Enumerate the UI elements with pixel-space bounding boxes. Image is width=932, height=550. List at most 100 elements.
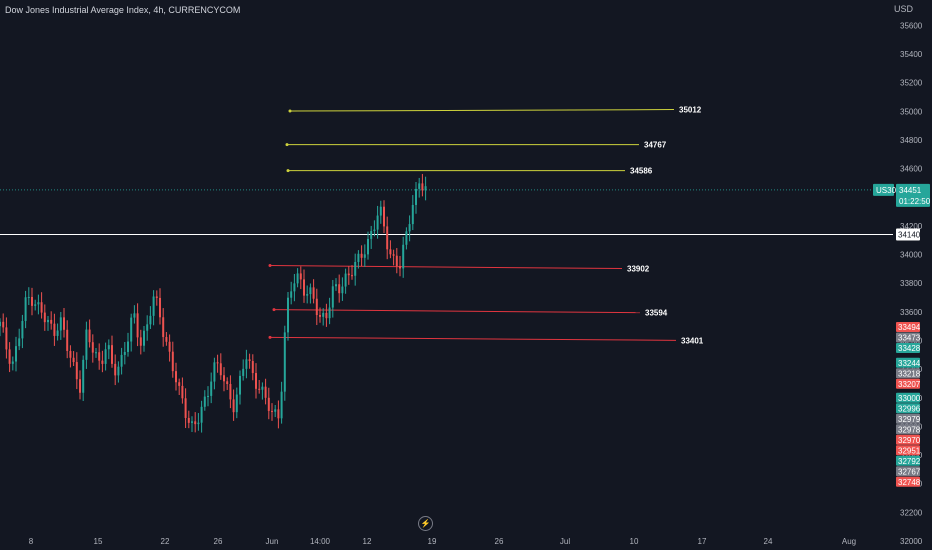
candle-body [264, 386, 267, 398]
x-tick-label: 22 [161, 537, 170, 546]
support-line [269, 336, 677, 341]
candle-body [178, 382, 181, 386]
candle-body [299, 273, 302, 280]
candle-body [200, 406, 203, 423]
candle-body [21, 320, 24, 339]
candle-body [216, 362, 219, 364]
candle-body [175, 371, 177, 383]
candle-body [117, 366, 120, 376]
level-badge-label: 32979 [898, 415, 921, 424]
candle-body [149, 315, 152, 325]
currency-label: USD [893, 4, 913, 14]
candle-body [312, 287, 315, 299]
y-tick-label: 32600 [900, 451, 923, 460]
candle-body [242, 368, 245, 376]
candle-body [267, 397, 270, 411]
candle-body [146, 324, 149, 331]
level-badge-label: 33000 [898, 394, 921, 403]
x-tick-label: 26 [495, 537, 504, 546]
resistance-label: 34767 [644, 141, 667, 150]
level-badge-label: 33494 [898, 323, 921, 332]
candle-body [248, 359, 251, 362]
candle-body [421, 183, 424, 191]
candle-body [232, 399, 235, 413]
candle-body [91, 342, 94, 353]
level-badge [896, 368, 920, 379]
x-tick-label: 17 [698, 537, 707, 546]
level-badge-label: 32996 [898, 404, 921, 413]
candle-body [251, 361, 254, 374]
candle-body [162, 317, 165, 338]
candle-body [354, 261, 357, 276]
level-badge [896, 413, 920, 424]
candle-body [239, 375, 241, 395]
candle-body [411, 204, 414, 225]
candle-body [315, 298, 318, 316]
candle-body [34, 304, 37, 306]
level-badge [896, 378, 920, 389]
support-line-anchor [268, 335, 272, 339]
candle-body [155, 296, 158, 298]
candle-body [37, 302, 40, 305]
level-badge-label: 32970 [898, 436, 921, 445]
x-tick-label: Jul [560, 537, 570, 546]
candle-body [395, 255, 398, 267]
candle-body [363, 254, 366, 258]
y-tick-label: 35200 [900, 79, 923, 88]
candle-body [322, 312, 325, 317]
candle-body [245, 359, 248, 369]
level-badge-label: 32767 [898, 467, 921, 476]
candle-body [88, 329, 91, 343]
candle-body [357, 253, 360, 262]
symbol-badge-label: US30 [876, 186, 897, 195]
candle-body [40, 302, 43, 313]
support-label: 33594 [645, 309, 668, 318]
candle-body [408, 224, 411, 232]
candle-body [114, 363, 117, 376]
x-tick-label: 24 [764, 537, 773, 546]
candle-body [203, 396, 206, 407]
level-badge-label: 32792 [898, 457, 921, 466]
candle-body [111, 345, 113, 364]
candle-body [367, 238, 369, 255]
candle-body [296, 273, 299, 284]
candle-body [347, 273, 350, 276]
candle-body [258, 388, 261, 390]
support-line-anchor [268, 264, 272, 268]
candle-body [383, 206, 385, 227]
candle-body [59, 317, 62, 331]
level-badge-label: 33218 [898, 369, 921, 378]
x-tick-label: 26 [214, 537, 223, 546]
chart-title: Dow Jones Industrial Average Index, 4h, … [5, 5, 241, 15]
x-tick-label: 12 [363, 537, 372, 546]
candle-body [8, 349, 11, 364]
candle-body [120, 354, 123, 367]
candle-body [370, 231, 373, 239]
level-badge-label: 33473 [898, 333, 921, 342]
resistance-line-anchor [288, 109, 292, 113]
y-tick-label: 32200 [900, 508, 923, 517]
y-tick-label: 33600 [900, 308, 923, 317]
candle-body [197, 422, 200, 425]
candle-body [392, 254, 395, 256]
support-line [273, 309, 641, 314]
level-badge-label: 32748 [898, 478, 921, 487]
candle-body [415, 188, 417, 205]
level-badge [896, 434, 920, 445]
candle-body [341, 286, 344, 294]
candle-body [181, 385, 184, 399]
support-line [269, 265, 623, 270]
resistance-label: 34586 [630, 167, 653, 176]
candle-body [123, 351, 126, 355]
resistance-line-anchor [285, 143, 289, 147]
support-label: 33401 [681, 336, 704, 345]
candle-body [360, 253, 363, 258]
candle-body [47, 319, 49, 323]
candle-body [53, 323, 56, 336]
candle-body [56, 330, 59, 336]
lightning-icon[interactable]: ⚡ [418, 516, 433, 531]
y-tick-label: 34200 [900, 222, 923, 231]
candle-body [85, 329, 88, 360]
